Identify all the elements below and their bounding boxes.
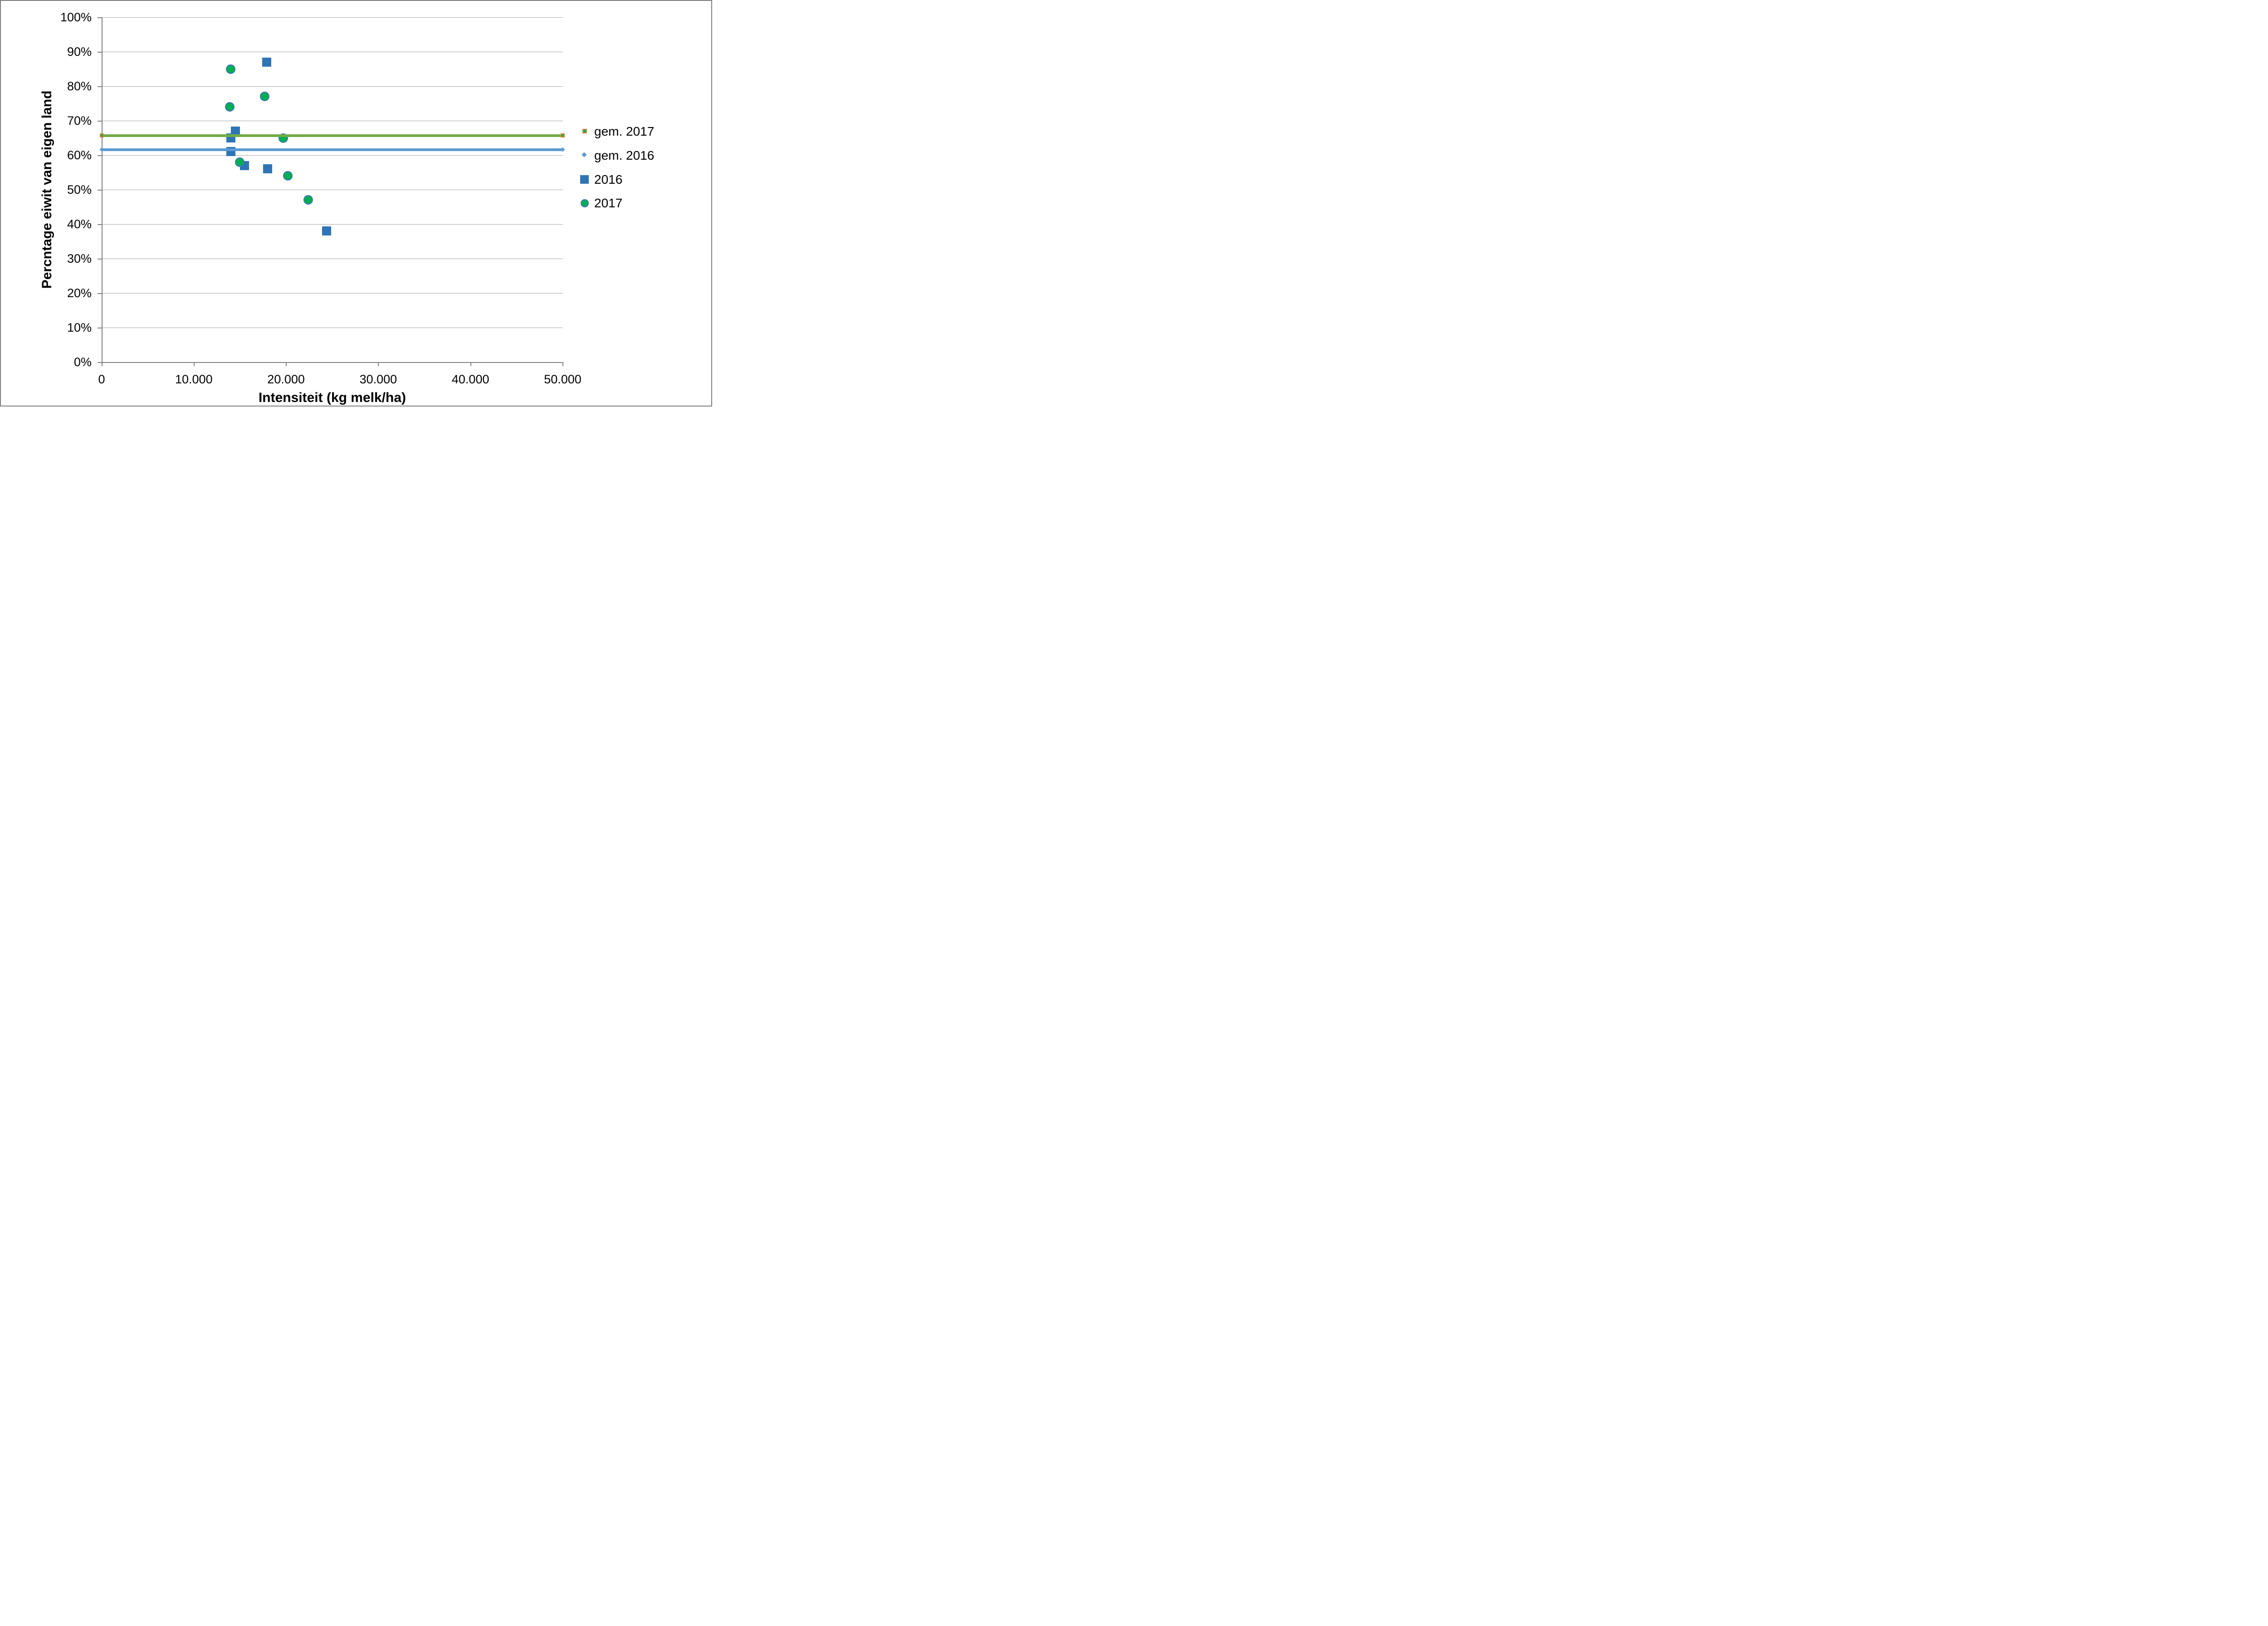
gridline xyxy=(102,155,563,156)
x-axis-tick xyxy=(193,362,195,366)
average-line-2017 xyxy=(102,134,563,137)
x-tick-label: 20.000 xyxy=(267,372,305,386)
legend-marker-big-square xyxy=(580,175,589,184)
y-tick-label: 80% xyxy=(67,79,92,93)
data-point-2017 xyxy=(260,92,270,102)
x-axis-tick xyxy=(378,362,379,366)
data-point-2017 xyxy=(235,157,245,167)
data-point-2016 xyxy=(322,226,332,236)
gridline xyxy=(102,86,563,87)
x-tick-label: 0 xyxy=(98,372,105,386)
y-axis-tick xyxy=(98,86,102,87)
data-point-2016 xyxy=(230,126,240,136)
y-axis-line xyxy=(101,17,103,362)
x-axis-title: Intensiteit (kg melk/ha) xyxy=(258,390,406,405)
line-end-marker-diamond xyxy=(560,147,565,152)
y-tick-label: 40% xyxy=(67,217,92,231)
legend-label: 2016 xyxy=(594,172,623,186)
legend-label: gem. 2017 xyxy=(594,124,655,138)
data-point-2017 xyxy=(226,64,236,74)
y-axis-tick xyxy=(98,224,102,225)
y-tick-label: 70% xyxy=(67,114,92,127)
y-axis-tick xyxy=(98,51,102,53)
x-tick-label: 30.000 xyxy=(359,372,397,386)
data-point-2016 xyxy=(262,57,271,67)
legend-marker-square-orange xyxy=(582,129,587,133)
gridline xyxy=(102,224,563,225)
legend-label: gem. 2016 xyxy=(594,148,655,162)
y-tick-label: 60% xyxy=(67,148,92,162)
x-axis-tick xyxy=(101,362,103,366)
y-tick-label: 0% xyxy=(73,355,92,369)
y-tick-label: 50% xyxy=(67,183,92,196)
y-tick-label: 20% xyxy=(67,286,92,300)
line-end-marker-square xyxy=(99,133,104,138)
x-axis-tick xyxy=(562,362,563,366)
y-axis-tick xyxy=(98,362,102,363)
x-tick-label: 40.000 xyxy=(451,372,489,386)
gridline xyxy=(102,17,563,18)
data-point-2017 xyxy=(303,195,313,205)
y-tick-label: 10% xyxy=(67,321,92,334)
data-point-2016 xyxy=(263,164,272,174)
average-line-2016 xyxy=(102,148,563,151)
legend-marker-diamond xyxy=(582,152,587,157)
y-axis-tick xyxy=(98,17,102,18)
x-axis-tick xyxy=(286,362,287,366)
x-axis-line xyxy=(102,362,563,363)
y-axis-tick xyxy=(98,155,102,156)
x-axis-tick xyxy=(470,362,471,366)
y-tick-label: 90% xyxy=(67,45,92,59)
y-tick-label: 100% xyxy=(60,10,92,24)
x-tick-label: 10.000 xyxy=(175,372,213,386)
line-end-marker-square xyxy=(561,133,565,138)
y-axis-tick xyxy=(98,258,102,260)
scatter-chart: Percntage eiwit van eigen land Intensite… xyxy=(0,0,712,406)
x-tick-label: 50.000 xyxy=(544,372,582,386)
y-axis-tick xyxy=(98,293,102,294)
y-axis-tick xyxy=(98,120,102,122)
y-axis-tick xyxy=(98,189,102,191)
data-point-2017 xyxy=(225,102,235,112)
legend-marker-circle xyxy=(581,199,589,207)
legend-label: 2017 xyxy=(594,196,623,210)
y-tick-label: 30% xyxy=(67,252,92,265)
data-point-2017 xyxy=(283,171,293,181)
gridline xyxy=(102,293,563,294)
